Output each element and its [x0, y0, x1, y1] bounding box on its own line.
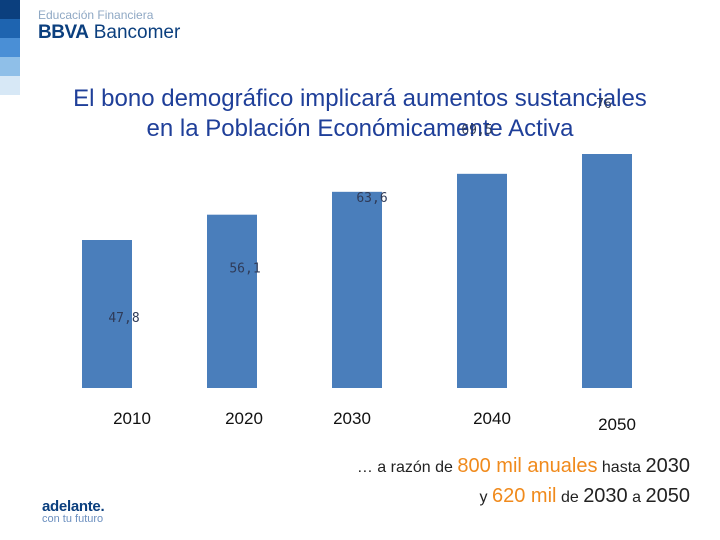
adelante-logo: adelante. con tu futuro [42, 498, 105, 525]
strip-block-2 [0, 19, 20, 38]
caption-year-to: 2050 [645, 485, 691, 507]
caption-a: a [632, 489, 642, 506]
brand-color-strip [0, 0, 20, 95]
brand-bold: BBVA [38, 22, 89, 43]
x-tick-2020: 2020 [225, 409, 263, 428]
logo-sub-text: con tu futuro [42, 513, 104, 525]
x-tick-2050: 2050 [598, 415, 636, 434]
title-line-2: en la Población Económicamente Activa [146, 115, 574, 142]
x-tick-2040: 2040 [473, 409, 511, 428]
brand-logo-text: BBVA Bancomer [38, 22, 180, 44]
bar-2040 [457, 173, 507, 388]
bar-2030 [332, 191, 382, 388]
caption-amount-1: 800 mil anuales [457, 455, 598, 477]
x-tick-2010: 2010 [113, 409, 151, 428]
strip-block-3 [0, 38, 20, 57]
caption-y: y [479, 489, 488, 506]
brand-subtitle: Educación Financiera [38, 8, 154, 22]
strip-block-5 [0, 76, 20, 95]
caption-line-2: y 620 mil de 2030 a 2050 [357, 482, 690, 512]
bar-2020 [207, 214, 257, 388]
caption-year-from: 2030 [583, 485, 628, 507]
value-label-2040: 69,5 [461, 123, 492, 138]
value-label-2030: 63,6 [356, 191, 387, 206]
caption-amount-2: 620 mil [492, 485, 557, 507]
strip-block-4 [0, 57, 20, 76]
caption: … a razón de 800 mil anuales hasta 2030 … [357, 452, 690, 512]
caption-hasta: hasta [601, 459, 642, 476]
strip-block-1 [0, 0, 20, 19]
title-line-1: El bono demográfico implicará aumentos s… [73, 85, 647, 112]
bar-2050 [582, 154, 632, 388]
caption-line-1: … a razón de 800 mil anuales hasta 2030 [357, 452, 690, 482]
slide-title: El bono demográfico implicará aumentos s… [30, 84, 690, 144]
caption-year-1: 2030 [645, 455, 691, 477]
value-label-2020: 56,1 [229, 262, 260, 277]
brand-rest: Bancomer [93, 22, 181, 43]
value-label-2010: 47,8 [108, 311, 139, 326]
logo-main-text: adelante. [42, 498, 105, 515]
bar-2010 [82, 240, 132, 388]
caption-prefix: … a razón de [356, 459, 453, 476]
caption-de: de [560, 489, 579, 506]
x-tick-2030: 2030 [333, 409, 371, 428]
value-label-2050: 76 [596, 97, 612, 112]
